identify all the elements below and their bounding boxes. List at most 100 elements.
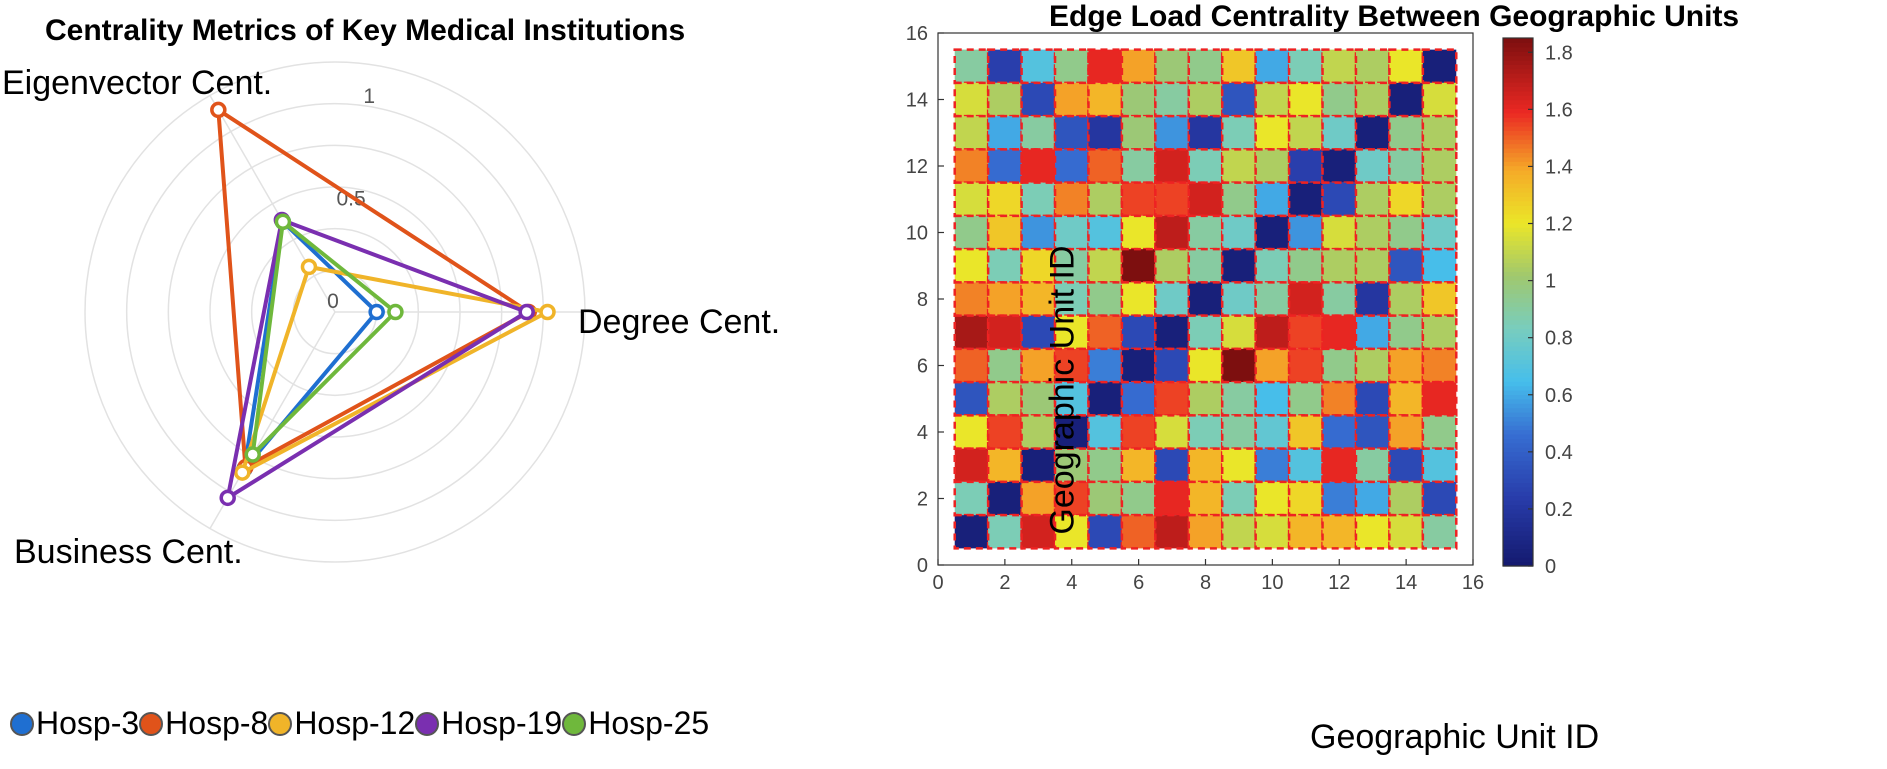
colorbar-segment bbox=[1503, 407, 1533, 413]
heatmap-cell bbox=[1220, 414, 1257, 450]
heatmap-cell bbox=[1220, 114, 1257, 151]
colorbar-segment bbox=[1503, 368, 1533, 373]
heatmap-cell bbox=[1421, 114, 1458, 151]
colorbar-segment bbox=[1503, 504, 1533, 510]
radar-series-line bbox=[250, 219, 398, 457]
heatmap-cell bbox=[1321, 81, 1358, 118]
heatmap-cell bbox=[1254, 447, 1291, 484]
heatmap-cell bbox=[1354, 181, 1391, 218]
heatmap-cell bbox=[1220, 314, 1257, 351]
heatmap-cell bbox=[986, 347, 1023, 384]
colorbar-segment bbox=[1503, 130, 1533, 136]
heatmap-x-tick-label: 16 bbox=[1462, 572, 1484, 594]
heatmap-cell bbox=[953, 181, 990, 218]
colorbar-segment bbox=[1503, 288, 1533, 294]
heatmap-cell bbox=[1421, 480, 1458, 517]
heatmap-cell bbox=[953, 148, 990, 184]
colorbar-segment bbox=[1503, 522, 1533, 527]
heatmap-cell bbox=[1354, 214, 1391, 251]
colorbar-segment bbox=[1503, 293, 1533, 299]
heatmap-cell bbox=[1154, 480, 1191, 517]
heatmap-cell bbox=[1020, 148, 1057, 184]
colorbar-segment bbox=[1503, 306, 1533, 312]
colorbar-segment bbox=[1503, 51, 1533, 57]
colorbar-segment bbox=[1503, 262, 1533, 268]
heatmap-cell bbox=[1220, 281, 1257, 317]
colorbar-segment bbox=[1503, 315, 1533, 321]
radar-series-line bbox=[242, 219, 379, 471]
heatmap-cell bbox=[1321, 380, 1358, 417]
colorbar-segment bbox=[1503, 544, 1533, 549]
colorbar-segment bbox=[1503, 174, 1533, 180]
colorbar-segment bbox=[1503, 332, 1533, 338]
radar-series-line bbox=[225, 217, 529, 500]
legend-label: Hosp-25 bbox=[588, 705, 710, 741]
heatmap-cell bbox=[1154, 148, 1191, 184]
heatmap-cell bbox=[1321, 181, 1358, 218]
heatmap-cell bbox=[1220, 380, 1257, 417]
radar-series-point bbox=[387, 303, 404, 321]
colorbar-segment bbox=[1503, 319, 1533, 325]
heatmap-cell bbox=[986, 181, 1023, 218]
heatmap-cell bbox=[1154, 114, 1191, 151]
colorbar-segment bbox=[1503, 249, 1533, 255]
legend-marker-icon bbox=[415, 711, 440, 736]
heatmap-x-tick-label: 10 bbox=[1261, 572, 1283, 594]
colorbar-segment bbox=[1503, 170, 1533, 175]
colorbar-segment bbox=[1503, 64, 1533, 70]
colorbar-segment bbox=[1503, 244, 1533, 250]
heatmap-y-tick-label: 4 bbox=[917, 422, 928, 444]
colorbar-tick-label: 0 bbox=[1545, 556, 1556, 578]
heatmap-cell bbox=[1087, 314, 1124, 351]
heatmap-y-tick-label: 0 bbox=[917, 555, 928, 577]
heatmap-cell bbox=[1354, 114, 1391, 151]
heatmap-cell bbox=[986, 281, 1023, 317]
legend-marker-icon bbox=[10, 711, 34, 736]
colorbar-segment bbox=[1503, 429, 1533, 435]
heatmap-cell bbox=[1187, 214, 1224, 251]
heatmap-cell bbox=[1120, 81, 1157, 118]
colorbar-tick-label: 1.4 bbox=[1545, 156, 1573, 178]
heatmap-cell bbox=[1187, 380, 1224, 417]
heatmap-cell bbox=[1321, 281, 1358, 317]
colorbar-segment bbox=[1503, 60, 1533, 65]
heatmap-cell bbox=[1020, 214, 1057, 251]
heatmap-cell bbox=[1254, 214, 1291, 251]
heatmap-cell bbox=[986, 314, 1023, 351]
radar-series-line bbox=[216, 107, 531, 470]
heatmap-y-tick-label: 10 bbox=[906, 223, 928, 245]
heatmap-cell bbox=[1287, 48, 1324, 85]
heatmap-cell bbox=[953, 480, 990, 517]
heatmap-cell bbox=[1421, 347, 1458, 384]
heatmap-cell bbox=[1421, 314, 1458, 351]
heatmap-y-tick-label: 8 bbox=[917, 289, 928, 311]
colorbar-segment bbox=[1503, 231, 1533, 237]
colorbar-segment bbox=[1503, 161, 1533, 167]
heatmap-cell bbox=[1254, 114, 1291, 151]
colorbar-segment bbox=[1503, 156, 1533, 162]
heatmap-cell bbox=[1187, 513, 1224, 550]
radar-axis-label-business: Business Cent. bbox=[14, 533, 243, 571]
heatmap-x-tick-label: 0 bbox=[932, 572, 943, 594]
colorbar-tick-label: 1.2 bbox=[1545, 214, 1573, 236]
heatmap-cell bbox=[1287, 414, 1324, 450]
heatmap-cell bbox=[1354, 48, 1391, 85]
colorbar-segment bbox=[1503, 557, 1533, 563]
colorbar-segment bbox=[1503, 328, 1533, 334]
colorbar-segment bbox=[1503, 46, 1533, 52]
heatmap-cell bbox=[1187, 314, 1224, 351]
heatmap-cell bbox=[1187, 447, 1224, 484]
colorbar-segment bbox=[1503, 108, 1533, 114]
heatmap-cell bbox=[1187, 181, 1224, 218]
heatmap-cell bbox=[986, 480, 1023, 517]
heatmap-cell bbox=[986, 48, 1023, 85]
heatmap-title: Edge Load Centrality Between Geographic … bbox=[1049, 0, 1740, 33]
radar-spoke bbox=[209, 95, 336, 313]
heatmap-cell bbox=[1321, 214, 1358, 251]
radar-series-point bbox=[234, 464, 251, 481]
heatmap-cell bbox=[1154, 380, 1191, 417]
heatmap-x-axis-label: Geographic Unit ID bbox=[1310, 718, 1600, 756]
heatmap-cell bbox=[1287, 347, 1324, 384]
colorbar-segment bbox=[1503, 398, 1533, 404]
colorbar-segment bbox=[1503, 372, 1533, 378]
